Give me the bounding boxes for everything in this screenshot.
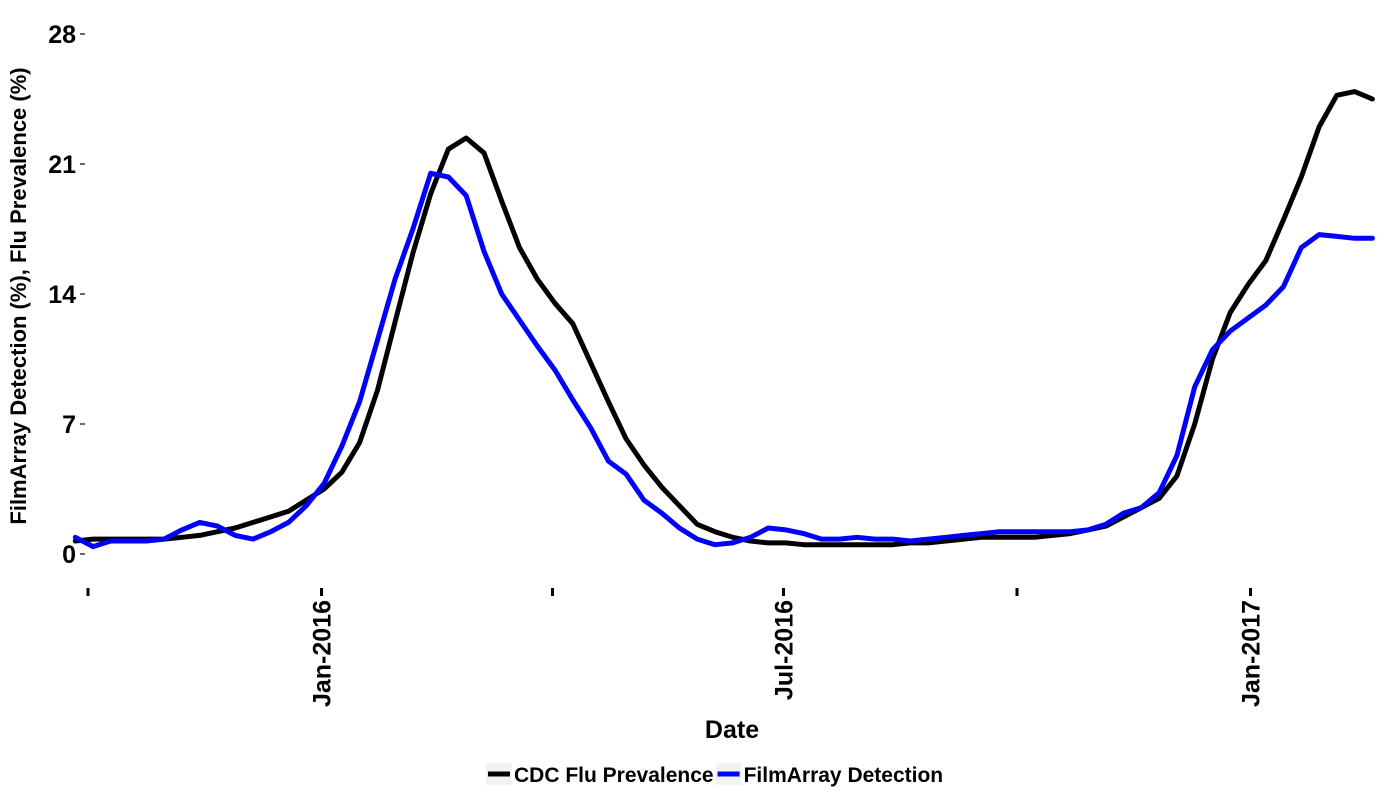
legend-label-cdc-flu-prevalence: CDC Flu Prevalence <box>514 764 714 787</box>
y-tick-label: 28 <box>48 21 76 49</box>
y-axis-title: FilmArray Detection (%), Flu Prevalence … <box>6 67 31 524</box>
legend-label-filmarray-detection: FilmArray Detection <box>744 764 944 787</box>
y-axis: 0 7 14 21 28 <box>48 21 85 569</box>
y-tick-label: 14 <box>48 281 76 309</box>
x-tick-label: Jan-2017 <box>1238 600 1266 707</box>
x-axis-title: Date <box>705 716 759 744</box>
series-group <box>72 89 1375 550</box>
series-line-cdc-flu-prevalence <box>72 89 1375 548</box>
x-tick-label: Jul-2016 <box>770 600 798 700</box>
y-tick-label: 0 <box>62 541 76 569</box>
series-line-filmarray-detection <box>72 170 1375 550</box>
x-tick-label: Jan-2016 <box>309 600 337 707</box>
y-tick-label: 7 <box>62 411 76 439</box>
y-tick-label: 21 <box>48 151 76 179</box>
legend: CDC Flu Prevalence FilmArray Detection <box>486 763 943 787</box>
x-axis: Jan-2016 Jul-2016 Jan-2017 <box>86 588 1266 707</box>
